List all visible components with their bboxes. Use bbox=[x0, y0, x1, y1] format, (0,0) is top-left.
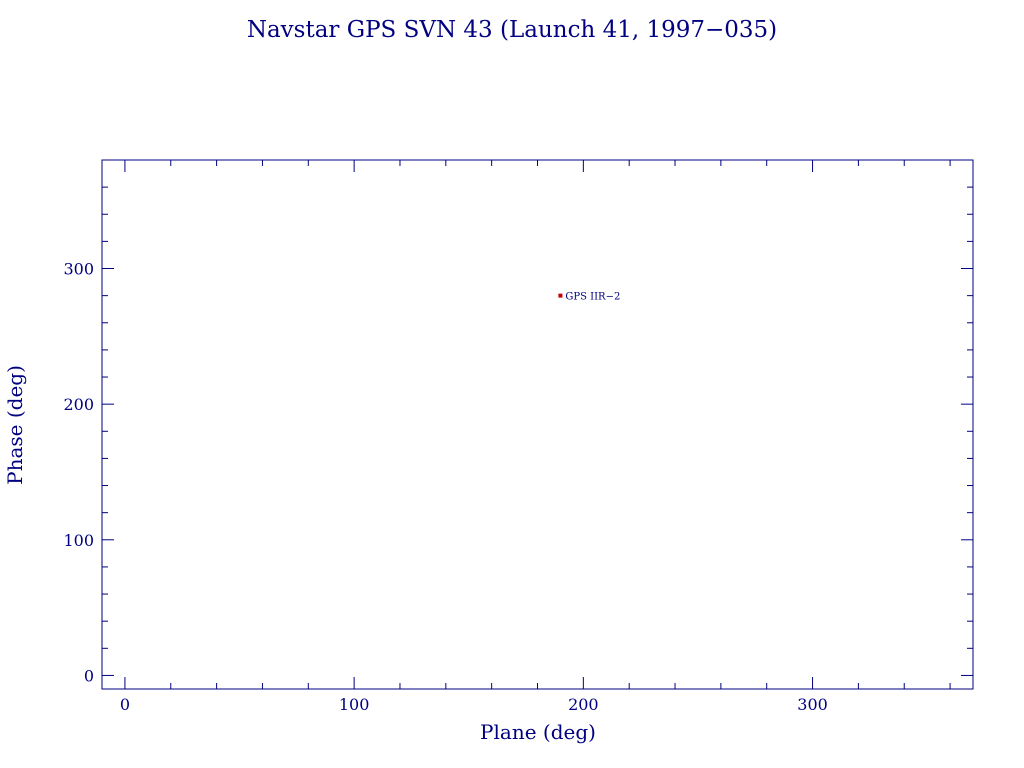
y-tick-label: 200 bbox=[63, 395, 94, 414]
data-points: GPS IIR−2 bbox=[558, 292, 620, 303]
y-tick-label: 100 bbox=[63, 531, 94, 550]
x-tick-label: 100 bbox=[339, 695, 370, 714]
y-axis-label: Phase (deg) bbox=[3, 365, 27, 485]
data-point-label: GPS IIR−2 bbox=[565, 292, 620, 303]
tick-labels: 0 100 200 300 0 100 200 300 bbox=[63, 260, 827, 714]
y-tick-label: 0 bbox=[84, 666, 94, 685]
x-tick-label: 300 bbox=[797, 695, 828, 714]
x-tick-label: 0 bbox=[120, 695, 130, 714]
y-tick-label: 300 bbox=[63, 260, 94, 279]
x-axis-label: Plane (deg) bbox=[480, 720, 596, 744]
axis-ticks bbox=[102, 159, 973, 689]
data-point bbox=[558, 293, 563, 298]
chart-title: Navstar GPS SVN 43 (Launch 41, 1997−035) bbox=[247, 17, 777, 43]
x-tick-label: 200 bbox=[568, 695, 599, 714]
plot-frame bbox=[101, 159, 974, 690]
